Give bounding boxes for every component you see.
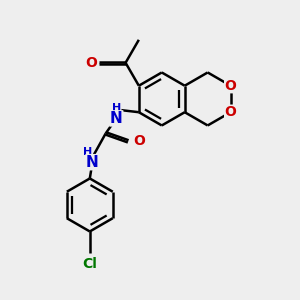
Text: O: O — [225, 105, 237, 119]
Text: O: O — [133, 134, 145, 148]
Text: O: O — [225, 79, 237, 93]
Text: H: H — [112, 103, 121, 112]
Text: Cl: Cl — [82, 256, 97, 271]
Text: N: N — [110, 111, 123, 126]
Text: N: N — [86, 155, 99, 170]
Text: O: O — [85, 56, 97, 70]
Text: H: H — [83, 147, 92, 158]
